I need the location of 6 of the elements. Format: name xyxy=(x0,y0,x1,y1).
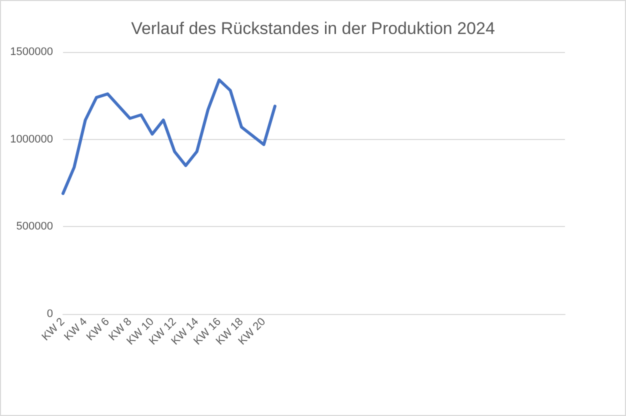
y-tick-label: 1000000 xyxy=(10,133,53,146)
line-series xyxy=(62,78,276,195)
y-tick-label: 1500000 xyxy=(10,46,53,58)
y-tick-label: 0 xyxy=(46,308,53,320)
y-tick-label: 500000 xyxy=(16,220,53,233)
chart-title: Verlauf des Rückstandes in der Produktion 2024 xyxy=(131,19,495,38)
